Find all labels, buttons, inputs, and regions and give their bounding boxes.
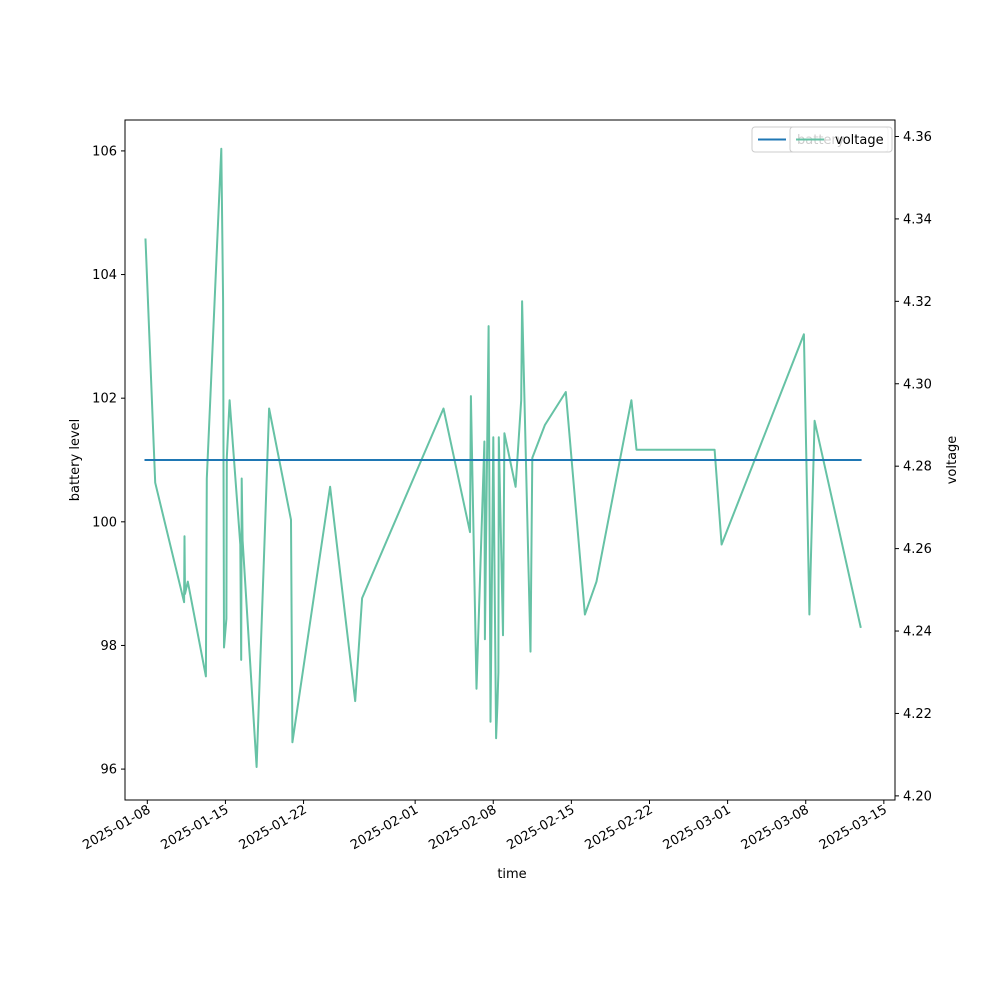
series-line-voltage [144, 147, 862, 768]
series-layer [144, 147, 862, 768]
x-axis-label: time [497, 867, 526, 882]
y-right-tick-label: 4.28 [903, 460, 932, 475]
y-right-tick-label: 4.24 [903, 625, 932, 640]
y-axis-right-label: voltage [945, 436, 960, 485]
plot-frame [124, 119, 896, 801]
y-left-tick-label: 96 [100, 763, 117, 778]
legend-label: voltage [835, 133, 884, 148]
y-axis-right: 4.20 4.22 4.24 4.26 4.28 4.30 4.32 4.34 4.36 [895, 130, 932, 804]
legend-box [789, 126, 893, 153]
y-right-tick-label: 4.26 [903, 542, 932, 557]
legend: batteryvoltage [751, 126, 893, 153]
y-axis-left-label: battery level [68, 419, 83, 502]
y-right-tick-label: 4.32 [903, 295, 932, 310]
y-left-tick-label: 100 [92, 515, 117, 530]
y-axis-left: 96 98 100 102 104 106 [92, 144, 125, 778]
y-right-tick-label: 4.20 [903, 789, 932, 804]
y-left-tick-label: 104 [92, 268, 117, 283]
y-left-tick-label: 98 [100, 639, 117, 654]
y-right-tick-label: 4.34 [903, 212, 932, 227]
y-right-tick-label: 4.36 [903, 130, 932, 145]
y-left-tick-label: 102 [92, 392, 117, 407]
y-left-tick-label: 106 [92, 144, 117, 159]
legend-voltage: voltage [789, 126, 893, 153]
y-right-tick-label: 4.22 [903, 707, 932, 722]
y-right-tick-label: 4.30 [903, 377, 932, 392]
